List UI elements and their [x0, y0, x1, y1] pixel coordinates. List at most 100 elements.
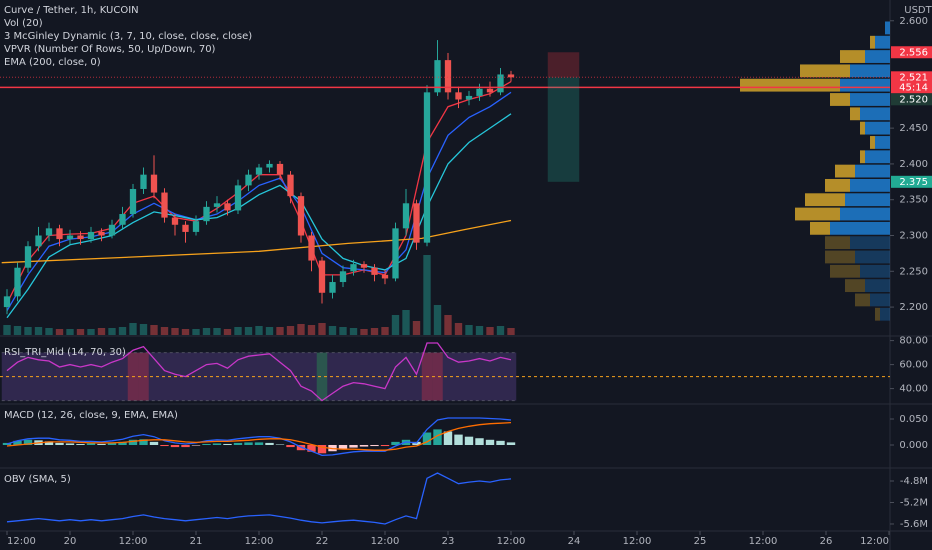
y-tick-label: 0.000 — [899, 440, 928, 451]
candle-body — [266, 163, 273, 168]
volume-bar — [45, 328, 53, 335]
volume-bar — [129, 323, 137, 335]
candle-body — [507, 74, 515, 78]
candle-body — [119, 214, 126, 225]
macd-histogram-bar — [160, 444, 169, 447]
candle-body — [392, 228, 399, 279]
volume-bar — [391, 315, 400, 335]
volume-bar — [108, 328, 116, 335]
macd-histogram-bar — [338, 444, 348, 450]
profile-down — [840, 50, 865, 63]
volume-bar — [118, 327, 127, 335]
candle-body — [297, 196, 305, 236]
price-label-bg — [891, 175, 932, 188]
macd-histogram-bar — [23, 439, 33, 445]
volume-bar — [454, 323, 463, 335]
profile-up — [885, 21, 890, 35]
y-tick-label: 60.00 — [899, 360, 928, 371]
candle-body — [350, 264, 357, 272]
x-tick-label: 25 — [694, 536, 707, 547]
y-tick-label: 0.050 — [899, 414, 928, 425]
macd-histogram-bar — [359, 444, 369, 447]
candle-body — [182, 224, 189, 232]
volume-bar — [150, 325, 158, 335]
volume-bar — [276, 327, 284, 335]
y-tick-label: 2.250 — [899, 266, 928, 277]
candle-body — [486, 88, 494, 93]
candle-body — [150, 174, 158, 193]
indicator-label: Vol (20) — [4, 18, 43, 29]
candle-body — [444, 60, 452, 93]
profile-up — [855, 250, 890, 264]
macd-histogram-bar — [317, 444, 327, 454]
candle-body — [213, 203, 221, 207]
volume-bar — [318, 323, 326, 335]
candle-body — [434, 60, 441, 93]
macd-histogram-bar — [349, 444, 358, 448]
profile-down — [860, 121, 865, 135]
candle-body — [24, 246, 32, 268]
indicator-label: RSI_TRI_Mid (14, 70, 30) — [4, 347, 126, 358]
macd-histogram-bar — [191, 444, 201, 446]
profile-down — [870, 136, 875, 149]
profile-up — [880, 307, 890, 321]
macd-histogram-bar — [275, 444, 285, 445]
x-tick-label: 22 — [316, 536, 329, 547]
candle-body — [140, 174, 147, 189]
volume-bar — [465, 325, 473, 335]
candle-body — [14, 267, 21, 297]
volume-bar — [423, 255, 431, 335]
volume-bar — [13, 326, 22, 335]
indicator-label: 3 McGinley Dynamic (3, 7, 10, close, clo… — [4, 31, 252, 42]
x-tick-label: 12:00 — [371, 536, 400, 547]
volume-bar — [486, 327, 494, 335]
indicator-line — [6, 472, 512, 525]
volume-bar — [244, 327, 253, 335]
macd-histogram-bar — [380, 444, 390, 447]
volume-bar — [76, 329, 85, 335]
macd-histogram-bar — [149, 441, 159, 445]
macd-histogram-bar — [55, 442, 64, 445]
price-label-bg — [891, 46, 932, 59]
candle-body — [98, 231, 105, 236]
volume-bar — [349, 328, 358, 335]
macd-histogram-bar — [464, 436, 474, 445]
volume-bar — [24, 327, 32, 335]
macd-histogram-bar — [475, 438, 484, 445]
y-tick-label: -5.6M — [900, 519, 928, 530]
volume-bar — [181, 329, 190, 335]
signal-line — [6, 421, 512, 451]
candle-body — [35, 235, 42, 247]
price-label: 2.375 — [899, 177, 928, 188]
candle-body — [381, 274, 389, 279]
candle-body — [203, 206, 210, 222]
volume-bar — [381, 327, 389, 335]
profile-down — [825, 250, 855, 264]
macd-histogram-bar — [202, 443, 211, 445]
overlay-line — [1, 219, 512, 264]
position-stop-zone — [547, 52, 580, 78]
candle-body — [45, 228, 53, 236]
macd-histogram-bar — [433, 429, 442, 445]
y-tick-label: -5.2M — [900, 497, 928, 508]
macd-histogram-bar — [107, 442, 117, 445]
macd-histogram-bar — [139, 439, 148, 445]
y-tick-label: -4.8M — [900, 476, 928, 487]
volume-bar — [3, 325, 11, 335]
macd-histogram-bar — [181, 444, 190, 448]
x-tick-label: 23 — [442, 536, 455, 547]
price-label: 2.520 — [899, 94, 928, 105]
volume-bar — [297, 324, 305, 335]
countdown: 45:14 — [899, 82, 928, 93]
volume-bar — [202, 328, 211, 335]
profile-up — [840, 207, 890, 221]
volume-bar — [286, 326, 295, 335]
chart-title: Curve / Tether, 1h, KUCOIN — [4, 5, 139, 16]
x-tick-label: 12:00 — [749, 536, 778, 547]
x-tick-label: 12:00 — [245, 536, 274, 547]
candle-body — [66, 235, 74, 240]
y-tick-label: 2.350 — [899, 195, 928, 206]
profile-down — [825, 236, 850, 250]
volume-bar — [223, 329, 232, 335]
